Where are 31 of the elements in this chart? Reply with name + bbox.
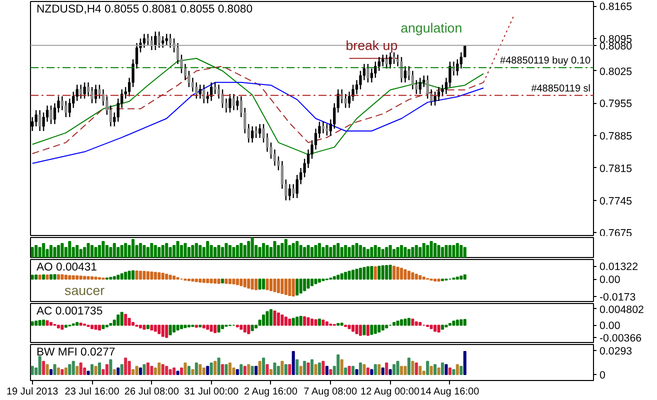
x-tick-label: 2 Aug 16:00	[244, 386, 298, 398]
chart-title: BW MFI 0.0277	[36, 346, 116, 358]
chart-title: NZDUSD,H4 0.8055 0.8081 0.8055 0.8080	[36, 4, 253, 16]
y-tick-label: 0.7815	[600, 162, 632, 175]
y-tick-label: -0.00366	[600, 332, 642, 345]
annotation: angulation	[400, 20, 462, 36]
y-tick-label: 0.00	[600, 274, 620, 286]
chart-title: AC 0.001735	[36, 306, 103, 318]
annotation: saucer	[64, 283, 106, 298]
y-tick-label: 0.00	[600, 320, 620, 332]
y-tick-label: 0.8025	[600, 66, 632, 78]
x-tick-label: 14 Aug 16:00	[420, 386, 480, 398]
y-tick-label: -0.0173	[600, 291, 636, 304]
y-tick-label: 0.7885	[600, 130, 632, 143]
ref-line-label: #48850119 sl	[531, 83, 590, 94]
y-tick-label: 0.8165	[600, 1, 632, 14]
chart-title: AO 0.00431	[36, 262, 97, 274]
annotation: break up	[346, 38, 398, 53]
x-tick-label: 26 Jul 08:00	[124, 386, 180, 398]
y-tick-label: 0.7955	[600, 98, 632, 110]
y-tick-label: 0.01322	[600, 261, 638, 274]
x-tick-label: 23 Jul 16:00	[64, 386, 120, 398]
y-tick-label: 0.0293	[600, 345, 632, 358]
x-tick-label: 31 Jul 00:00	[184, 386, 240, 398]
x-tick-label: 7 Aug 08:00	[304, 386, 358, 398]
y-tick-label: 0.7745	[600, 195, 632, 208]
y-tick-label: 0	[600, 370, 606, 382]
ref-line-label: #48850119 buy 0.10	[500, 56, 591, 67]
y-tick-label: 0.004802	[600, 304, 644, 316]
x-tick-label: 12 Aug 00:00	[360, 386, 420, 398]
x-tick-label: 19 Jul 2013	[6, 386, 59, 398]
